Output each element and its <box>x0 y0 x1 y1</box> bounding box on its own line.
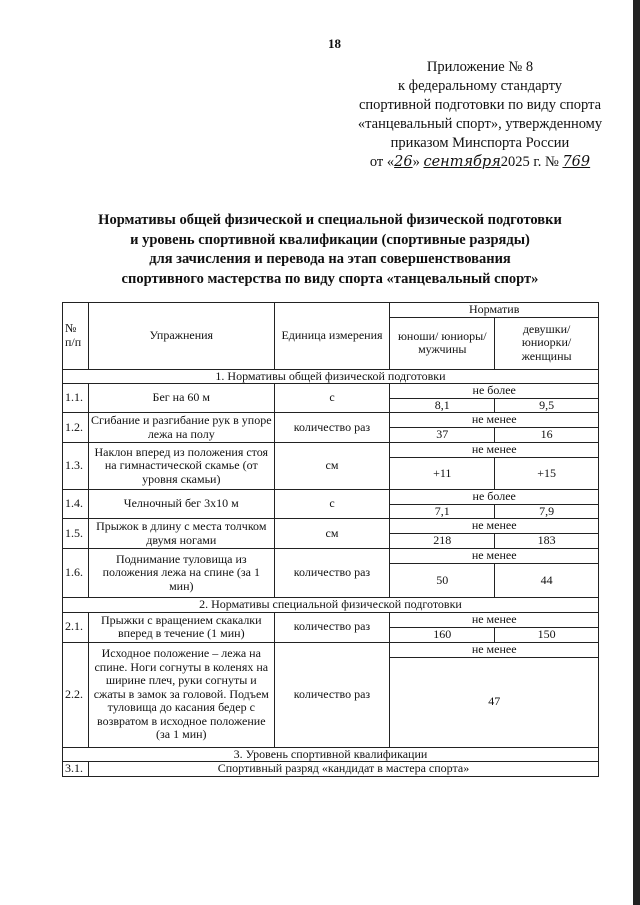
value-boys: 37 <box>389 427 496 443</box>
row-exercise: Бег на 60 м <box>87 383 275 413</box>
handwritten-number: 769 <box>562 154 591 170</box>
row-condition: не более <box>389 383 599 399</box>
row-condition: не менее <box>389 548 599 564</box>
row-condition: не менее <box>389 412 599 428</box>
value-boys: 7,1 <box>389 503 496 519</box>
value-girls: 44 <box>494 563 599 598</box>
appendix-line: спортивной подготовки по виду спорта <box>358 97 602 113</box>
row-num: 1.3. <box>62 442 89 490</box>
row-num: 1.1. <box>62 383 89 413</box>
title-line: спортивного мастерства по виду спорта «т… <box>121 270 539 287</box>
row-unit: с <box>273 489 391 519</box>
row-unit: см <box>273 518 391 549</box>
section-heading: 1. Нормативы общей физической подготовки <box>62 368 599 384</box>
header-norm: Норматив <box>389 302 599 318</box>
value-boys: +11 <box>389 457 496 490</box>
section-heading: 3. Уровень спортивной квалификации <box>62 746 599 762</box>
table-row: 1.2. Сгибание и разгибание рук в упоре ле… <box>62 412 599 443</box>
row-condition: не менее <box>389 442 599 458</box>
row-unit: количество раз <box>273 611 391 643</box>
row-unit: с <box>273 383 391 413</box>
document-title: Нормативы общей физической и специальной… <box>60 211 600 289</box>
table-row-values: 160 150 <box>63 626 599 643</box>
table-row-values: 50 44 <box>63 563 599 598</box>
table-row-values: 7,1 7,9 <box>63 503 599 519</box>
table-row-values: 47 <box>63 656 599 748</box>
row-exercise: Поднимание туловища из положения лежа на… <box>87 548 275 598</box>
row-exercise: Челночный бег 3х10 м <box>87 489 275 519</box>
value-boys: 160 <box>389 626 496 643</box>
row-num: 1.2. <box>62 412 89 443</box>
row-num: 1.6. <box>62 548 89 598</box>
order-date: от «26» сентября2025 г. № 769 <box>330 153 630 172</box>
scan-edge <box>633 0 640 905</box>
norms-table: № п/п Упражнения Единица измерения Норматив… <box>62 302 600 777</box>
table-row: 2.1. Прыжки с вращением скакалки вперед в… <box>62 611 599 643</box>
table-row-values: +11 +15 <box>63 457 599 490</box>
value-boys: 8,1 <box>389 397 496 413</box>
value-girls: 183 <box>494 533 599 549</box>
appendix-line: приказом Минспорта России <box>390 135 570 151</box>
text: » <box>412 154 424 170</box>
row-num: 3.1. <box>62 761 89 777</box>
value-boys: 50 <box>389 563 496 598</box>
appendix-block: Приложение № 8 к федеральному стандарту … <box>330 58 630 172</box>
row-num: 2.1. <box>62 611 89 643</box>
value-girls: 16 <box>494 427 599 443</box>
header-girls: девушки/ юниорки/ женщины <box>494 316 599 370</box>
appendix-line: «танцевальный спорт», утвержденному <box>357 116 603 132</box>
value-girls: 7,9 <box>494 503 599 519</box>
title-line: для зачисления и перевода на этап соверш… <box>149 251 511 267</box>
handwritten-month: сентября <box>423 154 501 170</box>
handwritten-day: 26 <box>394 154 413 170</box>
row-num: 2.2. <box>62 641 89 748</box>
row-condition: не более <box>389 489 599 505</box>
page-number: 18 <box>328 36 341 51</box>
row-exercise: Сгибание и разгибание рук в упоре лежа н… <box>87 412 275 443</box>
table-row: 1.6. Поднимание туловища из положения леж… <box>62 548 599 598</box>
header-exercise: Упражнения <box>87 302 275 370</box>
header-unit: Единица измерения <box>273 302 391 370</box>
text: 2025 г. № <box>500 154 563 170</box>
table-row: 2.2. Исходное положение – лежа на спине. … <box>62 641 599 748</box>
row-unit: количество раз <box>273 412 391 443</box>
table-row: 1.1. Бег на 60 м с не более <box>62 383 599 413</box>
value-girls: 150 <box>494 626 599 643</box>
row-num: 1.5. <box>62 518 89 549</box>
row-condition: не менее <box>389 641 599 658</box>
row-unit: см <box>273 442 391 490</box>
table-row: 1.5. Прыжок в длину с места толчком двумя… <box>62 518 599 549</box>
title-line: Нормативы общей физической и специальной… <box>98 212 562 228</box>
value-girls: +15 <box>494 457 599 490</box>
row-condition: не менее <box>389 611 599 628</box>
value-both: 47 <box>389 656 599 748</box>
table-row: 1.4. Челночный бег 3х10 м с не более <box>62 489 599 519</box>
row-exercise: Исходное положение – лежа на спине. Ноги… <box>87 641 275 748</box>
row-exercise: Наклон вперед из положения стоя на гимна… <box>87 442 275 490</box>
row-exercise: Прыжки с вращением скакалки вперед в теч… <box>87 611 275 643</box>
appendix-line: Приложение № 8 <box>426 59 534 75</box>
row-condition: не менее <box>389 518 599 534</box>
header-num: № п/п <box>62 302 89 370</box>
text: от « <box>369 154 395 170</box>
section-heading: 2. Нормативы специальной физической подг… <box>62 597 599 613</box>
appendix-line: к федеральному стандарту <box>398 78 562 94</box>
table-row: 1.3. Наклон вперед из положения стоя на г… <box>62 442 599 490</box>
title-line: и уровень спортивной квалификации (спорт… <box>130 231 530 248</box>
row-unit: количество раз <box>273 641 391 748</box>
value-boys: 218 <box>389 533 496 549</box>
row-num: 1.4. <box>62 489 89 519</box>
row-exercise: Спортивный разряд «кандидат в мастера сп… <box>87 761 600 777</box>
header-boys: юноши/ юниоры/ мужчины <box>389 316 496 370</box>
row-exercise: Прыжок в длину с места толчком двумя ног… <box>87 518 275 549</box>
row-unit: количество раз <box>273 548 391 598</box>
value-girls: 9,5 <box>494 397 599 413</box>
